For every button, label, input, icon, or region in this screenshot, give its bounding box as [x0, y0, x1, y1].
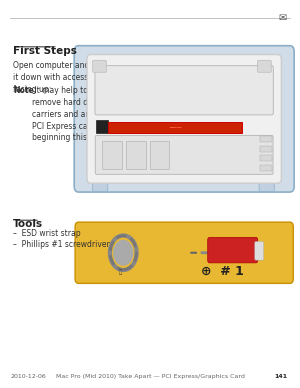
Text: ━━━━━: ━━━━━: [169, 126, 182, 130]
Text: 141: 141: [274, 374, 287, 379]
Text: 2010-12-06: 2010-12-06: [10, 374, 46, 379]
Text: ✉: ✉: [278, 12, 286, 23]
Bar: [260, 165, 272, 171]
Circle shape: [114, 241, 133, 265]
FancyBboxPatch shape: [87, 55, 281, 183]
Bar: [150, 141, 169, 169]
Text: –  Phillips #1 screwdriver: – Phillips #1 screwdriver: [13, 240, 110, 249]
Text: Open computer and lay
it down with access side
facing up:: Open computer and lay it down with acces…: [13, 61, 107, 94]
FancyBboxPatch shape: [74, 46, 294, 192]
Text: –  ESD wrist strap: – ESD wrist strap: [13, 229, 81, 238]
FancyBboxPatch shape: [255, 241, 264, 260]
FancyBboxPatch shape: [95, 135, 273, 174]
Bar: [260, 146, 272, 152]
Bar: [102, 141, 122, 169]
Text: It may help to
remove hard drives and
carriers and any adjacent
PCI Express card: It may help to remove hard drives and ca…: [32, 86, 130, 142]
FancyBboxPatch shape: [258, 60, 271, 72]
Text: Note:: Note:: [13, 86, 37, 95]
Bar: [108, 123, 242, 133]
FancyBboxPatch shape: [95, 66, 273, 115]
Bar: [126, 141, 146, 169]
FancyBboxPatch shape: [208, 237, 258, 263]
Text: ⊕  # 1: ⊕ # 1: [201, 265, 244, 277]
Bar: [260, 136, 272, 142]
FancyBboxPatch shape: [259, 182, 274, 191]
Bar: [260, 156, 272, 161]
FancyBboxPatch shape: [93, 60, 106, 72]
Text: Tools: Tools: [13, 219, 44, 229]
Bar: [97, 121, 108, 133]
Text: ⬛: ⬛: [119, 269, 122, 275]
Text: Mac Pro (Mid 2010) Take Apart — PCI Express/Graphics Card: Mac Pro (Mid 2010) Take Apart — PCI Expr…: [56, 374, 244, 379]
FancyBboxPatch shape: [93, 182, 108, 191]
Text: First Steps: First Steps: [13, 46, 77, 56]
FancyBboxPatch shape: [75, 222, 293, 283]
